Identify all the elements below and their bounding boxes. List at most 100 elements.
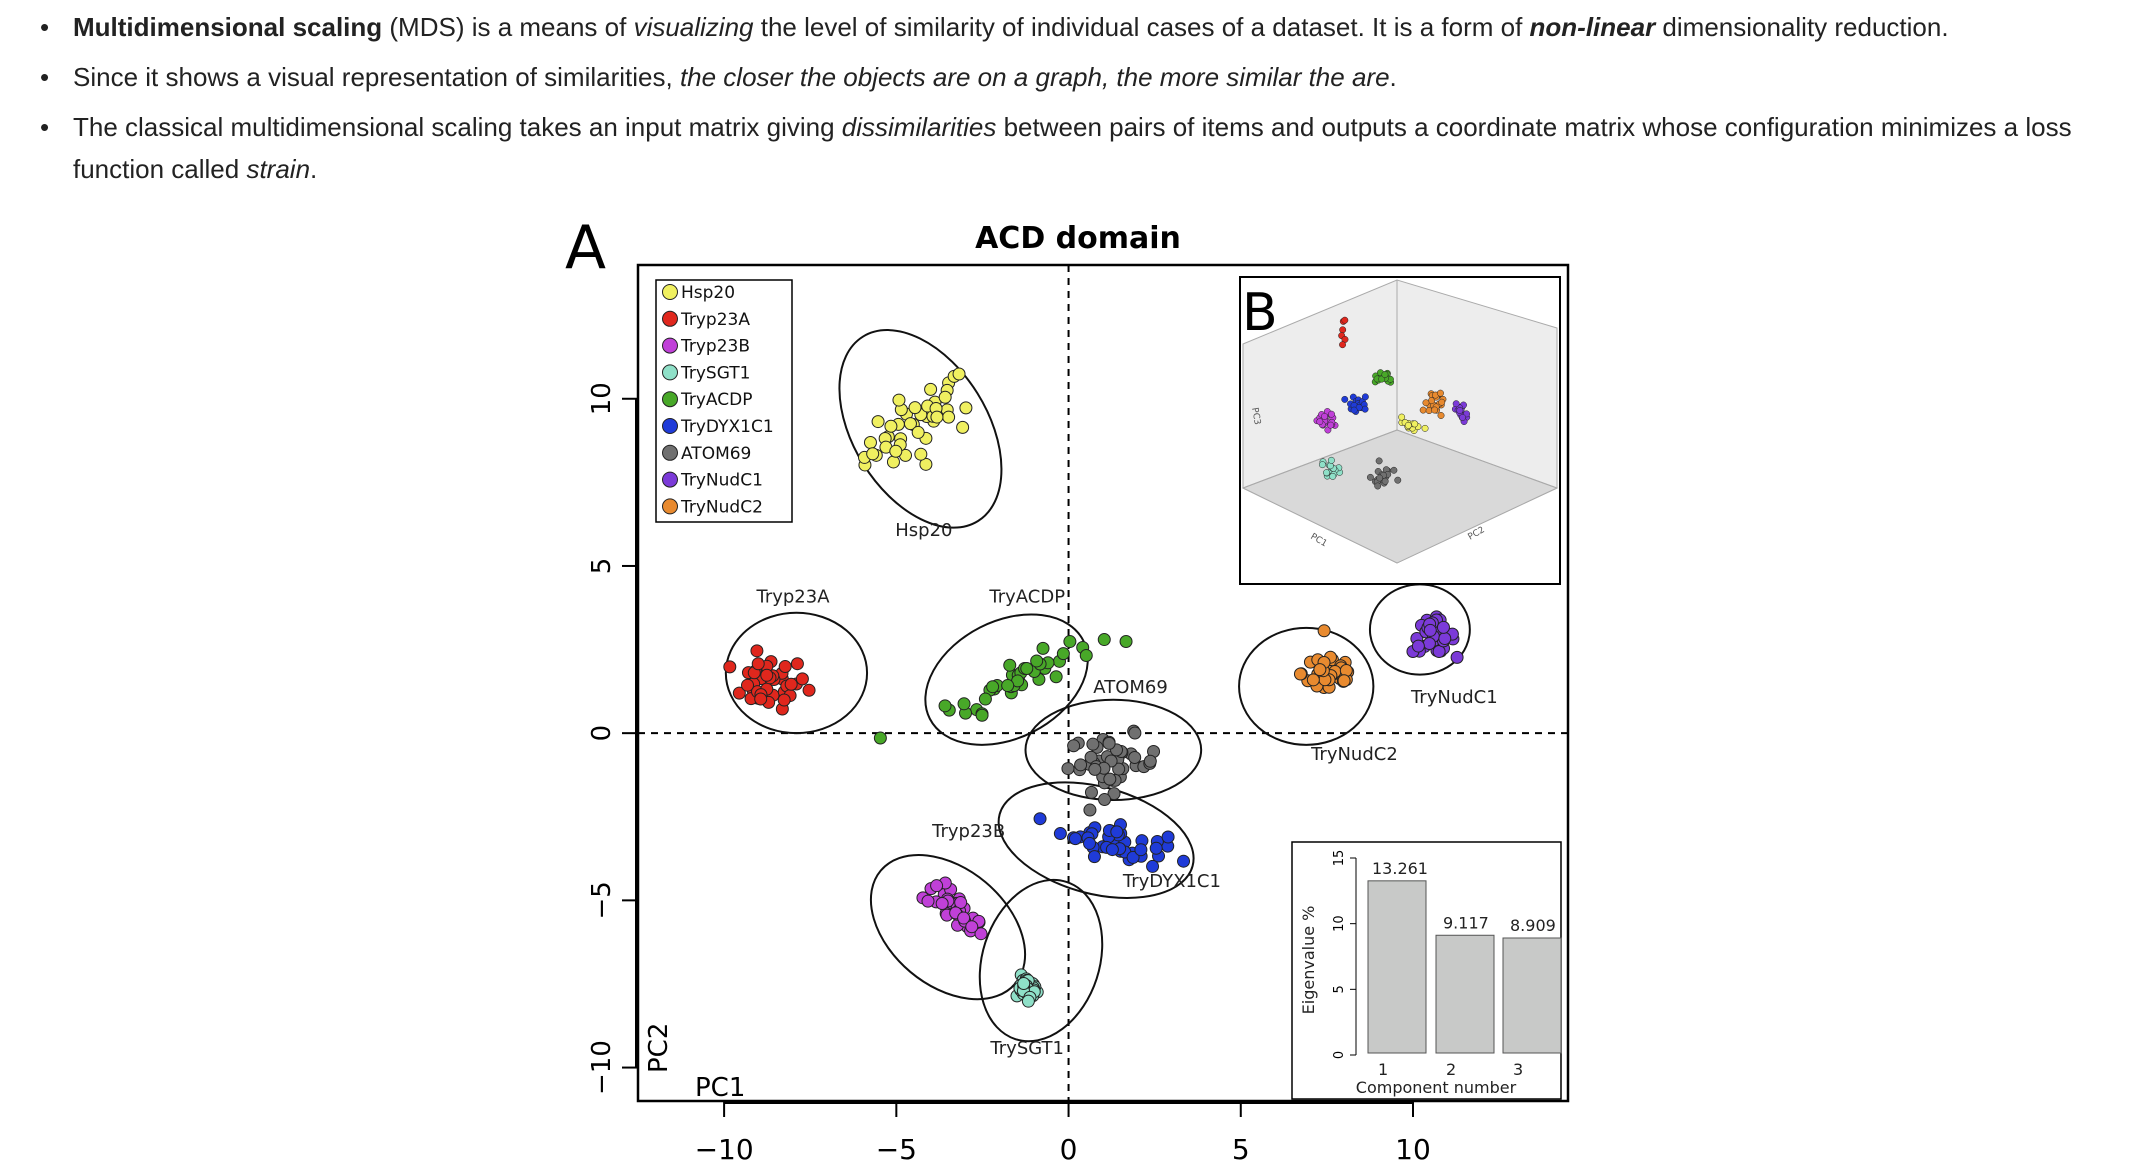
data-point bbox=[978, 692, 992, 706]
data-point bbox=[790, 657, 804, 671]
inset-3d-point bbox=[1327, 421, 1335, 429]
inset-3d-point bbox=[1316, 418, 1324, 426]
data-point bbox=[921, 894, 935, 908]
data-point bbox=[957, 697, 971, 711]
data-point bbox=[871, 415, 885, 429]
data-point bbox=[760, 668, 774, 682]
bullet-item-similarity: Since it shows a visual representation o… bbox=[38, 56, 2128, 98]
inset-3d-edge bbox=[1242, 429, 1398, 489]
data-point bbox=[1068, 832, 1082, 846]
bullet-text-segment: The classical multidimensional scaling t… bbox=[73, 112, 842, 142]
inset-bar bbox=[1502, 937, 1562, 1054]
data-point bbox=[1084, 785, 1098, 799]
data-point bbox=[1110, 825, 1124, 839]
legend-entry: TryNudC1 bbox=[680, 471, 763, 491]
panel-b-label: B bbox=[1242, 283, 1278, 343]
data-point bbox=[1067, 739, 1081, 753]
cluster-label: Hsp20 bbox=[895, 520, 952, 541]
data-point bbox=[1017, 977, 1031, 991]
data-point bbox=[1049, 670, 1063, 684]
legend-marker bbox=[662, 391, 678, 408]
inset-3d-point bbox=[1375, 457, 1383, 465]
data-point bbox=[863, 435, 877, 449]
inset-3d-point bbox=[1437, 412, 1445, 419]
inset-bar-category-label: 1 bbox=[1378, 1060, 1388, 1079]
bullet-text-segment: . bbox=[310, 154, 318, 184]
legend-entry: Tryp23A bbox=[680, 310, 750, 330]
data-point bbox=[1423, 623, 1437, 637]
data-point bbox=[1083, 836, 1097, 850]
legend-marker bbox=[662, 337, 678, 354]
inset-3d-point bbox=[1339, 326, 1347, 334]
inset-bar-y-tick-label: 0 bbox=[1332, 1051, 1347, 1059]
data-point bbox=[914, 447, 928, 461]
cluster-ellipse bbox=[1238, 626, 1375, 746]
inset-3d-point bbox=[1419, 406, 1427, 414]
cluster-label: TryNudC2 bbox=[1310, 744, 1398, 765]
data-point bbox=[1098, 793, 1112, 807]
data-point bbox=[1030, 654, 1044, 668]
cluster-ellipse bbox=[724, 611, 869, 735]
data-point bbox=[959, 401, 973, 415]
data-point bbox=[754, 692, 768, 706]
data-point bbox=[1001, 679, 1015, 693]
bullet-text-segment: the level of similarity of individual ca… bbox=[753, 12, 1530, 42]
data-point bbox=[1097, 633, 1111, 647]
data-point bbox=[732, 686, 746, 700]
data-point bbox=[1056, 647, 1070, 661]
inset-3d-point bbox=[1394, 476, 1402, 484]
cluster-ellipse bbox=[997, 781, 1195, 899]
data-point bbox=[1086, 737, 1100, 751]
legend-entry: TryNudC2 bbox=[680, 497, 763, 517]
data-point bbox=[795, 672, 809, 686]
inset-bar-value-label: 8.909 bbox=[1510, 916, 1556, 935]
bullet-item-classical-mds: The classical multidimensional scaling t… bbox=[38, 106, 2128, 190]
cluster-label: Tryp23A bbox=[755, 587, 830, 608]
chart-title: ACD domain bbox=[975, 221, 1181, 256]
inset-3d-point bbox=[1339, 341, 1346, 349]
bullet-text-segment: (MDS) is a means of bbox=[382, 12, 634, 42]
data-point bbox=[1143, 754, 1157, 768]
inset-3d-point bbox=[1452, 400, 1460, 408]
data-point bbox=[1438, 631, 1452, 645]
inset-3d-point bbox=[1381, 371, 1389, 379]
data-point bbox=[974, 927, 988, 941]
bullet-text-segment: Since it shows a visual representation o… bbox=[73, 62, 680, 92]
inset-3d-point bbox=[1366, 473, 1374, 481]
bullet-text-segment: dimensionality reduction. bbox=[1655, 12, 1949, 42]
data-point bbox=[924, 382, 938, 396]
data-point bbox=[1149, 841, 1163, 855]
bullet-text-segment: visualizing bbox=[633, 12, 754, 42]
inset-bar-category-label: 3 bbox=[1513, 1060, 1523, 1079]
inset-3d-point bbox=[1341, 395, 1349, 403]
data-point bbox=[1128, 751, 1142, 765]
inset-bar-value-label: 13.261 bbox=[1372, 859, 1428, 878]
inset-3d-point bbox=[1421, 424, 1429, 432]
bullet-list: Multidimensional scaling (MDS) is a mean… bbox=[38, 6, 2128, 198]
inset-bar-y-tick-label: 15 bbox=[1332, 850, 1347, 867]
data-point bbox=[751, 657, 765, 671]
legend-marker bbox=[662, 364, 678, 381]
data-point bbox=[1306, 673, 1320, 687]
data-point bbox=[952, 367, 966, 381]
inset-bar-y-label: Eigenvalue % bbox=[1299, 906, 1318, 1015]
inset-3d-point bbox=[1431, 406, 1439, 414]
legend-marker bbox=[662, 418, 678, 434]
inset-3d-point bbox=[1327, 456, 1335, 464]
legend-marker bbox=[662, 498, 678, 515]
inset-bar-y-tick-label: 5 bbox=[1332, 985, 1347, 993]
data-point bbox=[802, 683, 816, 697]
inset-3d-point bbox=[1361, 405, 1369, 413]
data-point bbox=[1146, 859, 1160, 873]
legend-marker bbox=[662, 284, 678, 300]
inset-bar bbox=[1367, 880, 1427, 1054]
data-point bbox=[1128, 726, 1142, 740]
data-point bbox=[1134, 843, 1148, 857]
legend-entry: TryACDP bbox=[680, 390, 752, 410]
x-tick-label: 10 bbox=[1395, 1133, 1431, 1166]
legend-entry: ATOM69 bbox=[681, 444, 751, 464]
data-point bbox=[1083, 803, 1097, 817]
data-point bbox=[954, 895, 968, 909]
data-point bbox=[975, 708, 989, 722]
data-point bbox=[1313, 663, 1327, 677]
